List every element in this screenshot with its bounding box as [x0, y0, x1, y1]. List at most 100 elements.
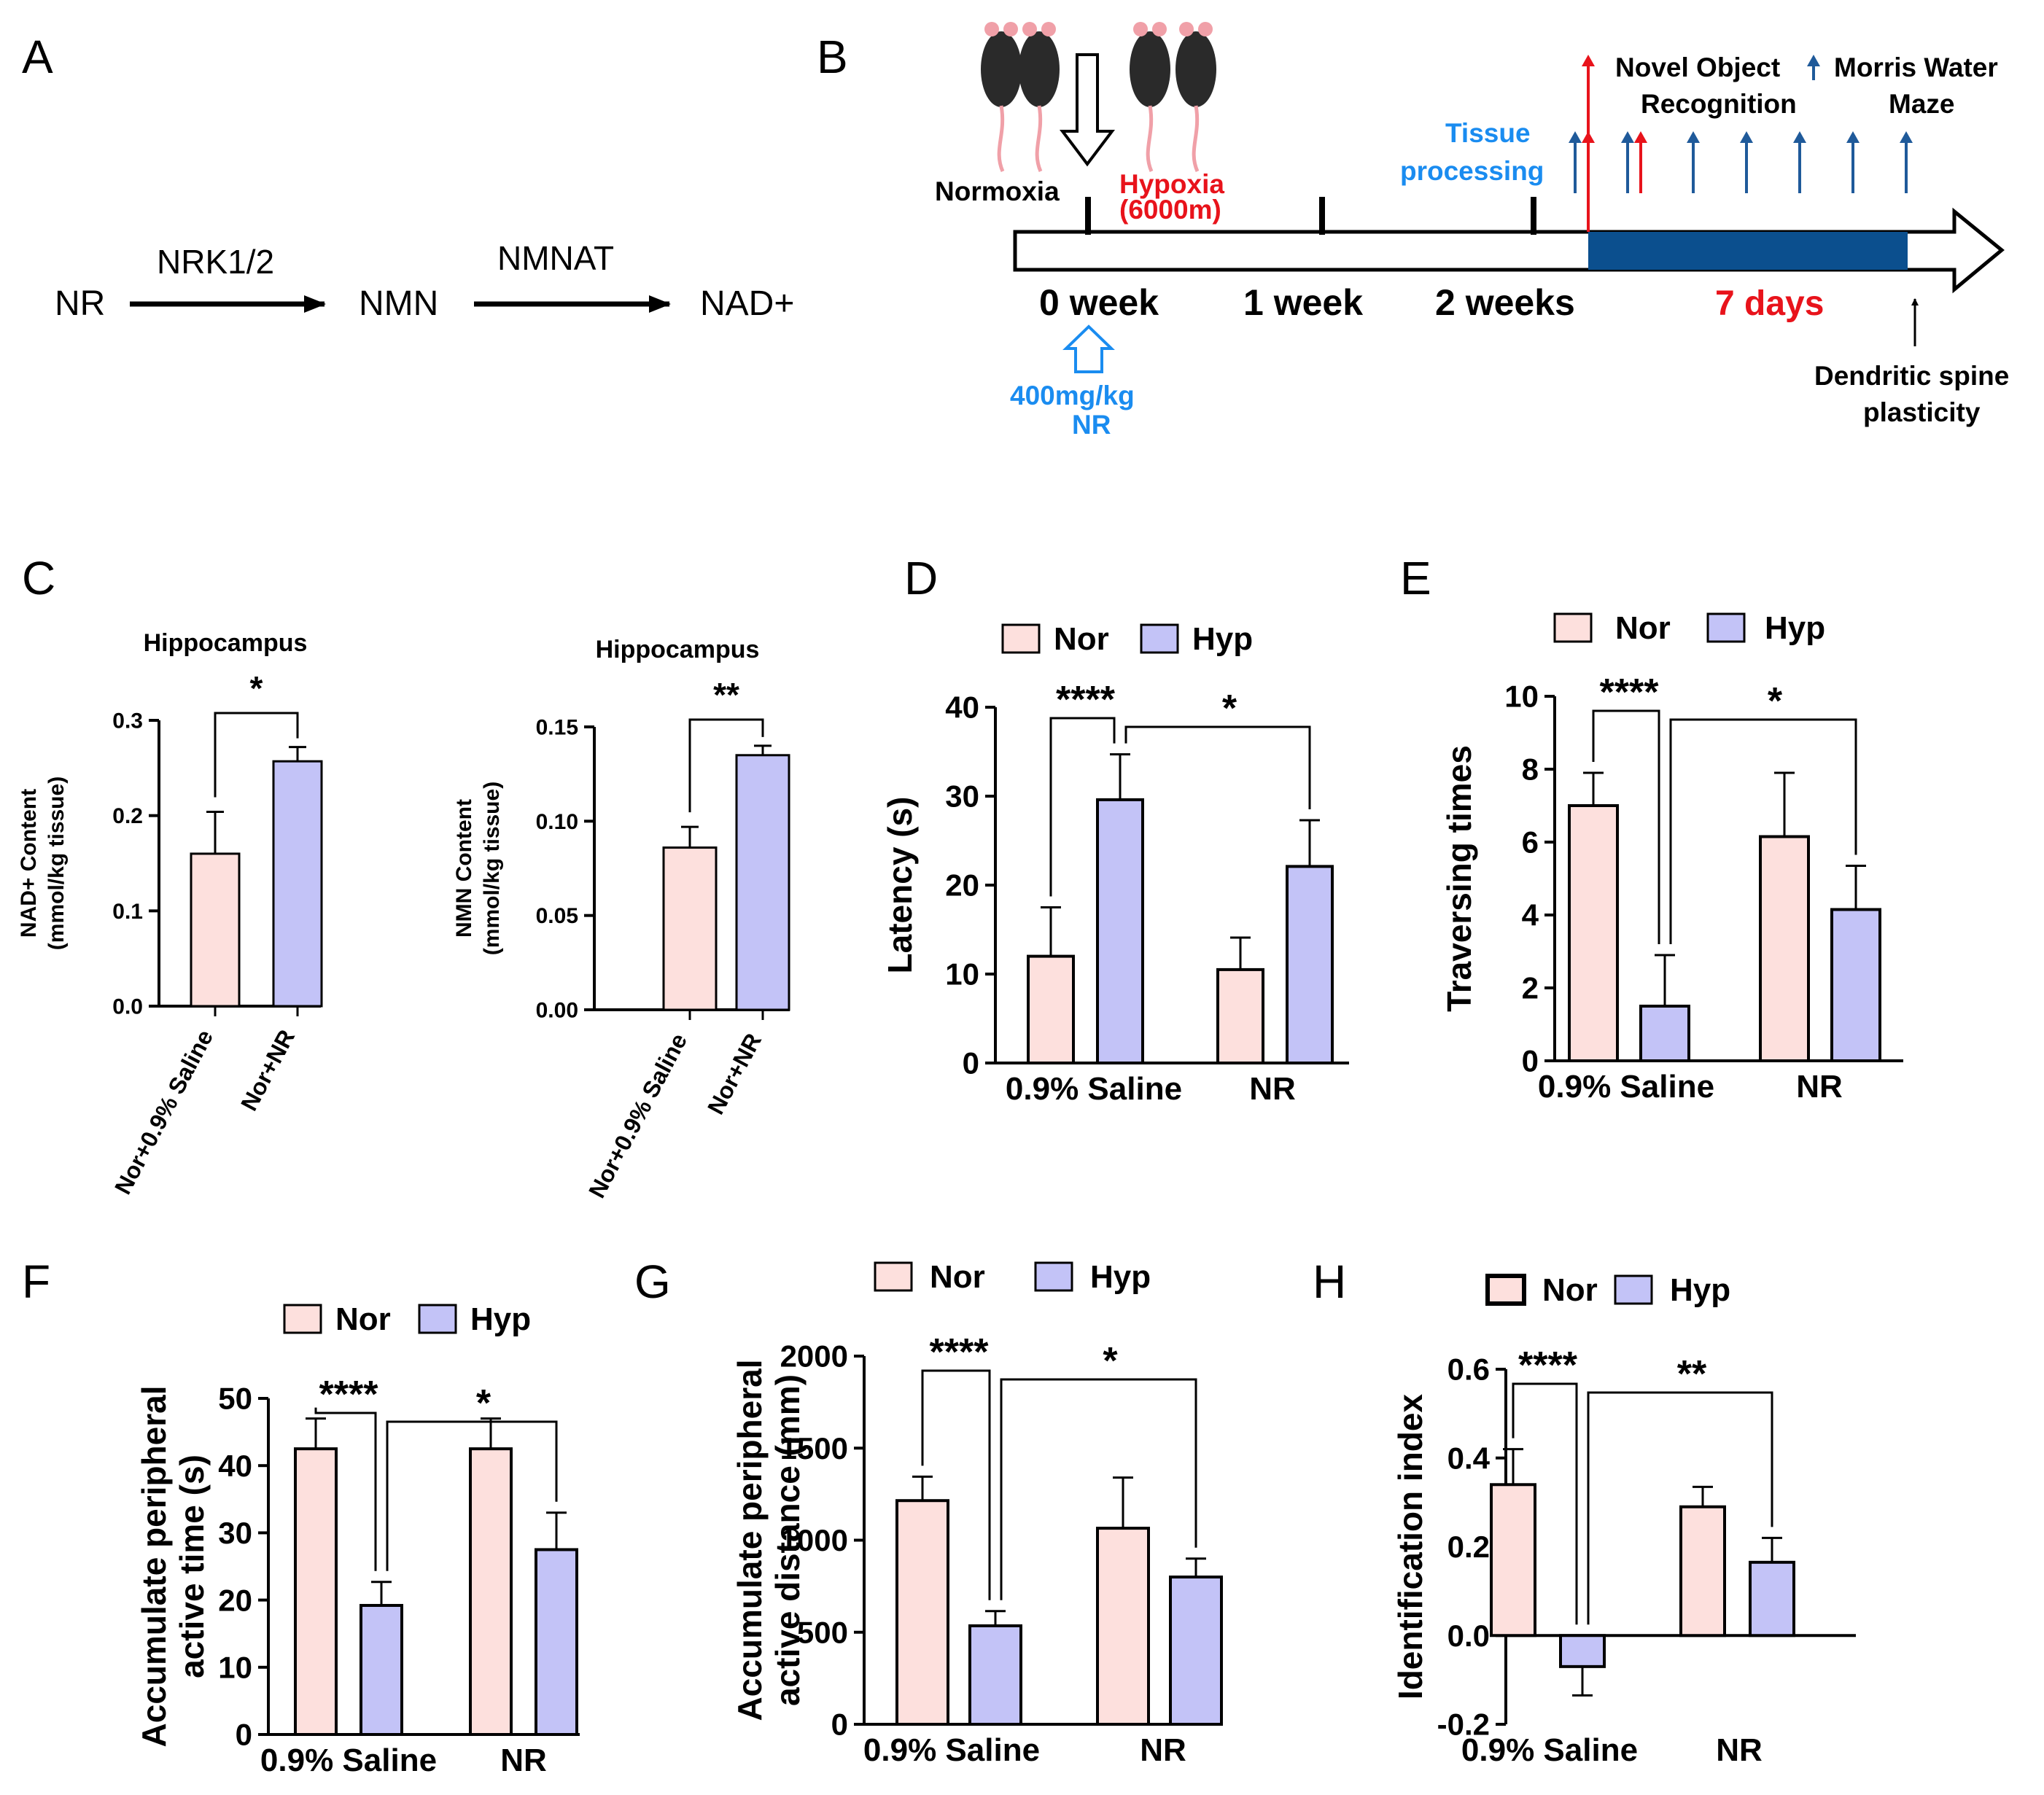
x-tick-label: 0.9% Saline [1538, 1069, 1714, 1105]
mwm-label: Morris Water [1834, 52, 1998, 82]
legend-swatch-nor [283, 1304, 322, 1334]
week2-label: 2 weeks [1435, 282, 1575, 323]
test-arrows [1569, 55, 1913, 232]
bar [735, 754, 790, 1011]
y-tick-label: 20 [945, 868, 979, 903]
significance-label-1: **** [1518, 1344, 1578, 1387]
bar-hyp [1749, 1560, 1795, 1638]
significance-bracket-2 [1669, 718, 1857, 944]
y-axis-label: Latency (s) [881, 797, 919, 974]
y-tick-label: 1000 [780, 1523, 848, 1557]
x-tick-label: 0.9% Saline [260, 1743, 437, 1778]
pathway-node-nmn: NMN [359, 284, 438, 323]
legend-label-hyp: Hyp [470, 1301, 531, 1337]
test-arrow-4-head [1793, 131, 1806, 143]
nor-arrow-red-1-head [1582, 55, 1595, 66]
bar-hyp [1286, 865, 1334, 1064]
y-tick-label: 0.2 [1447, 1530, 1490, 1564]
significance-bracket-1 [1592, 709, 1660, 944]
bar-hyp [968, 1624, 1022, 1726]
y-tick-label: 0.0 [112, 995, 143, 1019]
chart-G: 0 500 1000 1500 2000 Accumulate peripheral act… [731, 1259, 1223, 1768]
y-tick-label: 0 [963, 1046, 979, 1080]
bar-hyp [1559, 1634, 1606, 1668]
hypoxia-transition-arrow-icon [1059, 53, 1116, 167]
significance-label-1: **** [1600, 671, 1660, 714]
bar-nor [1027, 954, 1075, 1064]
panel-label-h: H [1313, 1255, 1346, 1308]
x-tick-label: Nor+NR [702, 1029, 766, 1118]
significance-label-2: * [476, 1382, 491, 1425]
significance-label-1: **** [930, 1331, 990, 1374]
pathway-node-nr: NR [55, 284, 105, 323]
bar [190, 852, 241, 1008]
y-tick-label: 0.05 [536, 904, 578, 928]
pathway-enzyme-nrk: NRK1/2 [157, 243, 274, 281]
week0-label: 0 week [1039, 282, 1159, 323]
dose-arrow-icon [1062, 324, 1115, 373]
bar-nor [1568, 804, 1619, 1062]
chart-F: 0 10 20 30 40 50 Accumulate peripheral active t… [135, 1301, 580, 1778]
y-tick-label: 1500 [780, 1431, 848, 1465]
significance-bracket-1 [1512, 1382, 1578, 1625]
x-tick-label: NR [500, 1743, 547, 1778]
legend-label-hyp: Hyp [1090, 1259, 1151, 1295]
y-axis-label-line2: active time (s) [173, 1455, 211, 1678]
y-axis-label-line2: (mmol/kg tissue) [44, 776, 69, 950]
mouse-icon-normoxia [981, 22, 1060, 172]
chart-C1: 0.0 0.1 0.2 0.3 NAD+ Content (mmol/kg tissue)… [17, 629, 323, 1199]
legend-label-nor: Nor [1054, 621, 1109, 657]
y-tick-label: 6 [1522, 825, 1539, 860]
significance-label: ** [713, 676, 739, 714]
recognition-label: Recognition [1641, 89, 1797, 119]
x-tick-label: 0.9% Saline [1461, 1732, 1638, 1768]
legend-label-hyp: Hyp [1765, 610, 1825, 646]
legend-swatch-hyp [1140, 623, 1179, 654]
bar-nor [1096, 1527, 1150, 1726]
chart-title: Hippocampus [596, 636, 760, 663]
timeline-diagram: Normoxia Hypoxia (6000m) 0 week 1 week 2… [935, 22, 2009, 440]
significance-bracket-2 [1000, 1378, 1197, 1600]
bar-nor [469, 1447, 513, 1737]
x-tick-label: NR [1249, 1071, 1296, 1107]
significance-bracket-1 [1049, 717, 1116, 897]
hypoxia-altitude-label: (6000m) [1119, 195, 1221, 225]
y-tick-label: 0.3 [112, 709, 143, 733]
legend-label-hyp: Hyp [1670, 1272, 1730, 1308]
test-arrow-1-head [1621, 131, 1634, 143]
processing-label: processing [1400, 156, 1544, 186]
legend-swatch-nor [1485, 1274, 1526, 1306]
y-tick-label: 4 [1522, 898, 1539, 932]
panel-label-g: G [634, 1255, 671, 1308]
test-arrow-5-head [1846, 131, 1860, 143]
chart-title: Hippocampus [144, 629, 308, 657]
nor-test-label: Novel Object [1615, 52, 1780, 82]
tissue-arrow-red-head [1582, 131, 1595, 143]
legend-swatch-hyp [1614, 1274, 1653, 1305]
significance-label: * [250, 669, 263, 707]
y-axis-label: Identification index [1391, 1394, 1429, 1700]
y-tick-label: 0.6 [1447, 1352, 1490, 1387]
panel-label-e: E [1400, 552, 1431, 604]
mouse-icon-hypoxia [1130, 22, 1216, 172]
panel-label-f: F [22, 1255, 50, 1308]
normoxia-label: Normoxia [935, 176, 1060, 206]
bar-nor [895, 1499, 949, 1726]
tissue-label: Tissue [1445, 118, 1531, 148]
y-tick-label: 40 [945, 690, 979, 725]
legend-swatch-hyp [418, 1304, 457, 1334]
x-tick-label: Nor+NR [236, 1025, 300, 1115]
y-axis-label-line1: Accumulate peripheral [731, 1360, 769, 1721]
bar-nor [1216, 967, 1264, 1065]
significance-label-2: ** [1677, 1353, 1707, 1395]
bar-nor [1759, 835, 1810, 1062]
y-tick-label: 0 [1522, 1044, 1539, 1078]
y-tick-label: -0.2 [1437, 1708, 1490, 1742]
x-tick-label: Nor+0.9% Saline [583, 1029, 692, 1202]
chart-D: 0 10 20 30 40 Latency (s) Nor Hyp 0.9% Saline NR *… [881, 621, 1349, 1107]
bar-nor [1490, 1483, 1536, 1638]
bar [662, 846, 718, 1011]
test-arrow-2-head [1687, 131, 1700, 143]
bar [272, 760, 323, 1008]
pathway-enzyme-nmnat: NMNAT [497, 239, 614, 277]
